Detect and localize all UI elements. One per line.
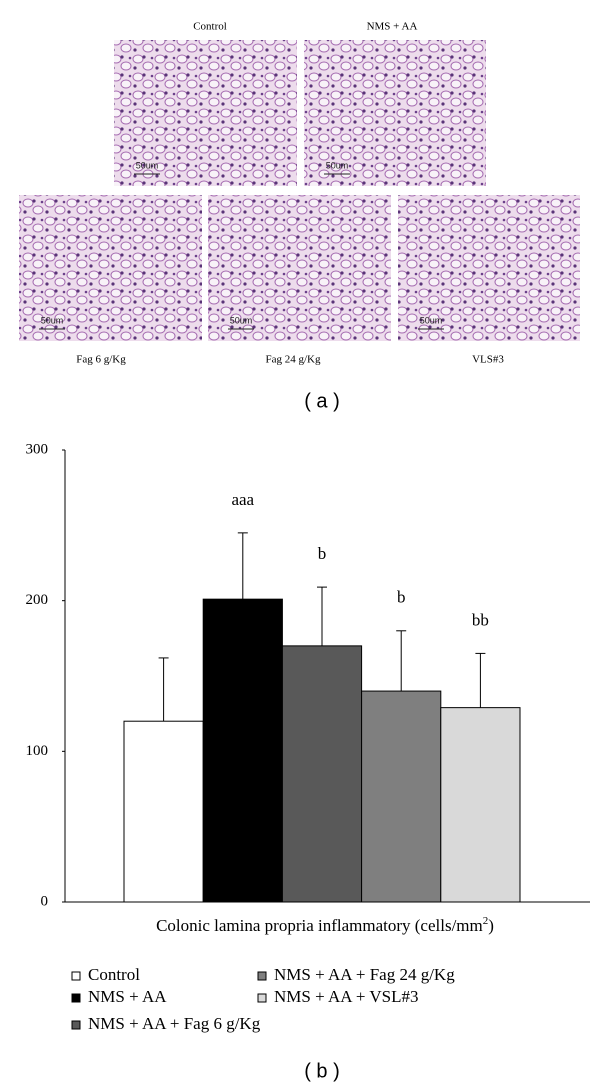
scale-bars	[39, 173, 444, 330]
y-tick-label: 100	[26, 743, 49, 759]
image-label: VLS#3	[472, 354, 504, 366]
panel-caption: ( b )	[304, 1060, 340, 1082]
image-label: Fag 24 g/Kg	[266, 354, 322, 366]
image-label: NMS + AA	[367, 21, 418, 33]
annotation: bb	[472, 610, 489, 629]
legend-label: NMS + AA + Fag 24 g/Kg	[274, 965, 455, 984]
histology-image	[19, 195, 202, 341]
histology-image	[304, 40, 486, 186]
histology-image	[398, 195, 580, 341]
bar	[123, 720, 204, 903]
scale-label: 50um	[326, 160, 349, 170]
bar	[202, 598, 283, 903]
annotation: aaa	[231, 490, 254, 509]
scale-label: 50um	[136, 160, 159, 170]
legend-label: NMS + AA	[88, 987, 167, 1006]
legend-swatch	[71, 1020, 81, 1030]
legend-label: Control	[88, 965, 140, 984]
bar	[361, 690, 442, 903]
y-tick-label: 300	[26, 441, 49, 457]
x-axis-label-text: )	[488, 916, 494, 935]
scale-label: 50um	[420, 315, 443, 325]
legend-swatch	[257, 993, 267, 1003]
legend-label: NMS + AA + VSL#3	[274, 987, 419, 1006]
annotation: b	[397, 588, 406, 607]
legend-label: NMS + AA + Fag 6 g/Kg	[88, 1014, 261, 1033]
bar	[281, 645, 363, 903]
legend-swatch	[257, 971, 267, 981]
scale-label: 50um	[230, 315, 253, 325]
y-tick-label: 200	[26, 592, 49, 608]
legend-swatch	[71, 993, 81, 1003]
legend-swatch	[71, 971, 81, 981]
panel-a: Control NMS + AA 50um 50um 50um 50um 50u…	[19, 21, 580, 412]
x-axis-label-text: Colonic lamina propria inflammatory (cel…	[156, 916, 483, 935]
bar	[440, 707, 521, 903]
y-tick-label: 0	[41, 893, 49, 909]
histology-image	[114, 40, 297, 186]
annotation: b	[318, 544, 327, 563]
panel-caption: ( a )	[304, 390, 340, 412]
x-axis-label-sup: 2	[483, 915, 489, 927]
histology-image	[208, 195, 391, 341]
image-label: Fag 6 g/Kg	[76, 354, 126, 366]
image-label: Control	[193, 21, 227, 33]
x-axis-label: Colonic lamina propria inflammatory (cel…	[156, 915, 494, 935]
scale-label: 50um	[41, 315, 64, 325]
